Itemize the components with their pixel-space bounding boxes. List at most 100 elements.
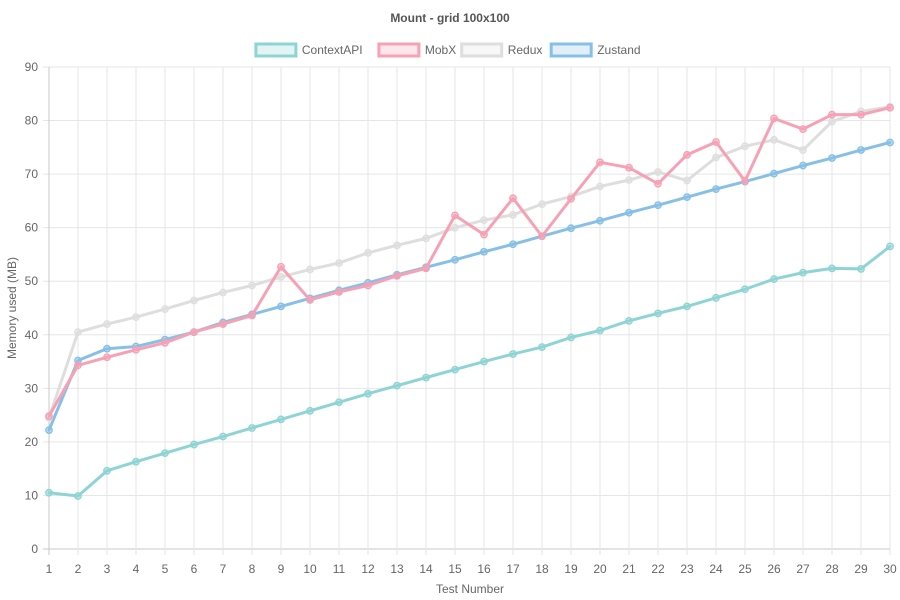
data-point: [480, 230, 488, 239]
data-point: [103, 320, 111, 328]
data-point: [45, 412, 53, 421]
x-tick-label: 11: [333, 562, 346, 576]
data-point: [828, 110, 836, 119]
series-zustand: [45, 138, 894, 435]
data-point: [799, 146, 807, 154]
y-axis: 0 10 20 30 40 50 60 70 80 90: [25, 60, 39, 556]
data-point: [625, 163, 633, 172]
x-tick-label: 6: [191, 562, 198, 576]
x-tick-label: 12: [361, 562, 375, 576]
data-point: [596, 158, 604, 167]
y-tick-label: 60: [25, 221, 39, 235]
y-tick-label: 20: [25, 435, 39, 449]
x-tick-label: 27: [796, 562, 810, 576]
data-point: [683, 193, 691, 202]
data-point: [683, 150, 691, 159]
data-point: [828, 264, 836, 273]
data-point: [45, 488, 53, 497]
data-point: [683, 176, 691, 185]
data-point: [886, 103, 894, 112]
data-point: [335, 288, 343, 296]
data-point: [219, 432, 227, 441]
legend-swatch: [460, 42, 504, 58]
x-tick-label: 14: [419, 562, 433, 576]
data-point: [335, 259, 343, 267]
legend-item-contextapi[interactable]: ContextAPI: [254, 42, 363, 58]
data-point: [161, 338, 169, 347]
data-point: [393, 241, 401, 250]
data-point: [248, 281, 256, 290]
data-point: [857, 110, 865, 119]
x-tick-label: 3: [104, 562, 111, 576]
x-tick-label: 1: [46, 562, 53, 576]
x-tick-label: 23: [680, 562, 694, 576]
data-point: [132, 457, 140, 466]
data-point: [161, 449, 169, 458]
data-point: [45, 426, 53, 435]
data-point: [857, 265, 865, 273]
data-point: [480, 247, 488, 256]
data-point: [451, 255, 459, 264]
legend-item-mobx[interactable]: MobX: [377, 42, 456, 58]
x-tick-label: 22: [651, 562, 665, 576]
data-point: [190, 296, 198, 305]
x-tick-label: 18: [535, 562, 549, 576]
data-point: [538, 232, 546, 241]
legend-item-zustand[interactable]: Zustand: [549, 42, 641, 58]
y-tick-label: 70: [25, 167, 39, 181]
x-tick-label: 21: [622, 562, 636, 576]
data-point: [654, 309, 662, 318]
data-point: [74, 361, 82, 370]
legend-item-redux[interactable]: Redux: [460, 42, 543, 58]
data-point: [538, 200, 546, 209]
data-point: [219, 320, 227, 328]
y-tick-label: 90: [25, 60, 39, 74]
data-point: [451, 211, 459, 220]
chart-title: Mount - grid 100x100: [390, 11, 510, 25]
data-point: [277, 262, 285, 271]
data-point: [74, 328, 82, 336]
data-point: [509, 210, 517, 219]
x-tick-label: 9: [278, 562, 285, 576]
y-tick-label: 10: [25, 488, 39, 502]
y-tick-label: 0: [31, 542, 38, 556]
data-point: [886, 138, 894, 147]
data-point: [451, 223, 459, 232]
x-axis-title: Test Number: [436, 582, 504, 596]
data-point: [422, 234, 430, 243]
x-tick-label: 5: [162, 562, 169, 576]
series-contextapi: [45, 242, 894, 500]
data-point: [103, 344, 111, 353]
data-point: [538, 343, 546, 351]
x-tick-label: 10: [303, 562, 317, 576]
data-point: [509, 194, 517, 203]
data-point: [799, 161, 807, 170]
x-tick-label: 28: [825, 562, 839, 576]
x-tick-label: 26: [767, 562, 781, 576]
data-point: [306, 406, 314, 415]
data-point: [103, 466, 111, 475]
data-point: [451, 365, 459, 374]
legend-label: ContextAPI: [302, 43, 363, 57]
data-point: [712, 138, 720, 146]
x-tick-label: 25: [738, 562, 752, 576]
data-point: [393, 381, 401, 390]
y-tick-label: 40: [25, 328, 39, 342]
series-mobx: [45, 103, 894, 421]
series-line: [47, 244, 892, 498]
y-axis-title: Memory used (MB): [5, 257, 19, 359]
x-axis: 1 2 3 4 5 6 7 8 9 10 11 12 13 14 15 16 17 18 19 20 21 22 23 24 2…: [46, 562, 897, 576]
data-point: [422, 264, 430, 273]
data-point: [625, 208, 633, 217]
x-tick-label: 16: [477, 562, 491, 576]
series-line: [47, 105, 892, 420]
data-point: [190, 328, 198, 336]
legend[interactable]: ContextAPI MobX Redux Zustand: [254, 42, 641, 58]
data-point: [596, 216, 604, 225]
data-point: [741, 142, 749, 151]
data-point: [480, 216, 488, 225]
data-point: [567, 333, 575, 342]
legend-swatch: [549, 42, 593, 58]
series-redux: [45, 102, 894, 422]
